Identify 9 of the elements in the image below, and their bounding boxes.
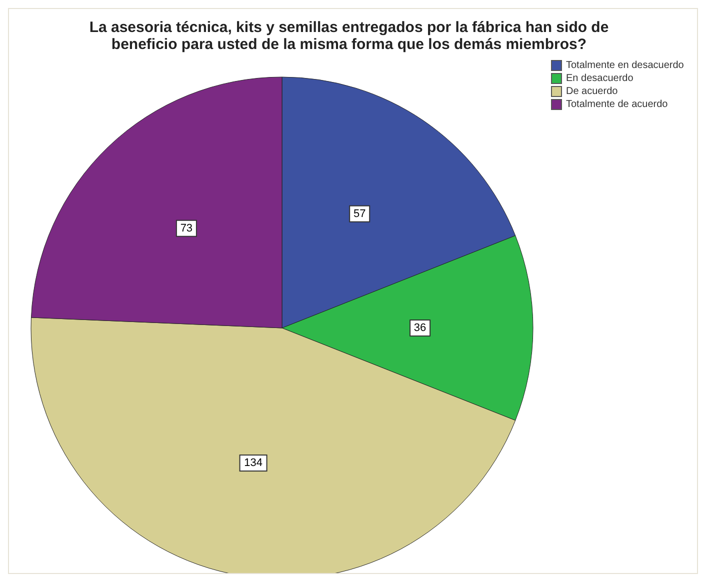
- legend-label: Totalmente en desacuerdo: [566, 60, 684, 71]
- chart-title: La asesoria técnica, kits y semillas entregados por la fábrica han sido de beneficio para usted de la misma forma que los demás miembros?: [88, 19, 610, 53]
- legend-label: Totalmente de acuerdo: [566, 99, 668, 110]
- legend-label: En desacuerdo: [566, 73, 634, 84]
- data-label: 73: [180, 222, 193, 234]
- data-label: 36: [414, 322, 426, 334]
- data-label: 57: [353, 208, 366, 220]
- data-label: 134: [244, 457, 262, 470]
- legend-label: De acuerdo: [566, 86, 618, 97]
